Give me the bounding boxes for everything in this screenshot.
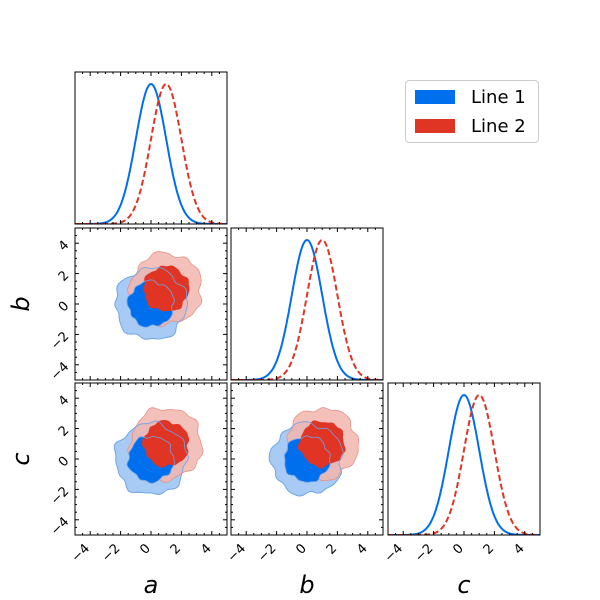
y-tick-label: 4: [56, 393, 72, 409]
x-tick-label: −4: [225, 541, 249, 565]
x-tick-label: −4: [69, 541, 93, 565]
legend-swatch-line-1: [415, 90, 455, 104]
x-tick-label: 4: [198, 541, 214, 557]
x-axis-label-b: b: [299, 571, 314, 599]
contour-68-series-2: [297, 420, 346, 469]
marginal-line-1: [231, 238, 383, 380]
y-axis-label-b: b: [7, 296, 35, 311]
panel-c-b: −4 −2 0 2 4: [225, 382, 384, 565]
y-tick-label: −2: [48, 484, 72, 508]
panel-content: [75, 82, 227, 224]
marginal-line-1: [75, 82, 227, 224]
contour-68-series-2: [143, 265, 190, 312]
x-tick-label: −2: [412, 541, 436, 565]
legend: Line 1 Line 2: [405, 80, 539, 143]
panel-c-c: −4 −2 0 2 4: [382, 382, 541, 565]
y-tick-label: −4: [48, 359, 72, 383]
y-tick-label: −4: [48, 514, 72, 538]
panel-a-a: [74, 71, 228, 225]
contour-95-outline-series-1: [113, 420, 189, 495]
y-tick-label: 2: [56, 268, 72, 284]
marginal-line-1: [388, 393, 540, 535]
panel-content: [114, 251, 203, 340]
legend-swatch-line-2: [415, 119, 455, 133]
panel-content: [268, 407, 359, 497]
panel-frame: [387, 382, 541, 536]
y-tick-label: 0: [56, 299, 72, 315]
x-axis-label-c: c: [457, 571, 470, 599]
panel-frame: [230, 227, 384, 381]
y-tick-label: −2: [48, 329, 72, 353]
y-tick-label: 2: [56, 423, 72, 439]
y-axis-label-c: c: [7, 452, 35, 465]
x-tick-label: 2: [324, 541, 340, 557]
panel-content: [231, 238, 383, 380]
x-tick-label: 0: [293, 541, 309, 557]
x-tick-label: −2: [255, 541, 279, 565]
x-tick-label: 2: [168, 541, 184, 557]
x-tick-label: 0: [450, 541, 466, 557]
legend-label-line-1: Line 1: [471, 86, 526, 108]
y-tick-label: 4: [56, 238, 72, 254]
panel-frame: [74, 71, 228, 225]
x-tick-label: 4: [511, 541, 527, 557]
panel-b-a: −4 −2 0 2 4: [48, 227, 228, 384]
marginal-line-2: [388, 393, 540, 535]
panel-content: [388, 393, 540, 535]
contour-95-outline-series-1: [268, 421, 344, 497]
marginal-line-2: [75, 82, 227, 224]
y-tick-label: 0: [56, 454, 72, 470]
contour-68-outline-series-1: [126, 436, 175, 484]
panel-b-b: [230, 227, 384, 381]
legend-item-line-1: Line 1: [415, 86, 526, 108]
legend-item-line-2: Line 2: [415, 115, 526, 137]
contour-68-outline-series-1: [126, 279, 175, 328]
panel-content: [113, 407, 204, 495]
x-tick-label: 0: [137, 541, 153, 557]
marginal-line-2: [231, 238, 383, 380]
contour-95-outline-series-1: [114, 267, 189, 340]
x-tick-label: 2: [481, 541, 497, 557]
x-axis-label-a: a: [144, 571, 159, 599]
x-tick-label: −4: [382, 541, 406, 565]
contour-68-outline-series-1: [283, 435, 331, 483]
x-tick-label: −2: [99, 541, 123, 565]
legend-label-line-2: Line 2: [471, 115, 526, 137]
contour-68-series-2: [141, 420, 190, 468]
x-tick-label: 4: [354, 541, 370, 557]
